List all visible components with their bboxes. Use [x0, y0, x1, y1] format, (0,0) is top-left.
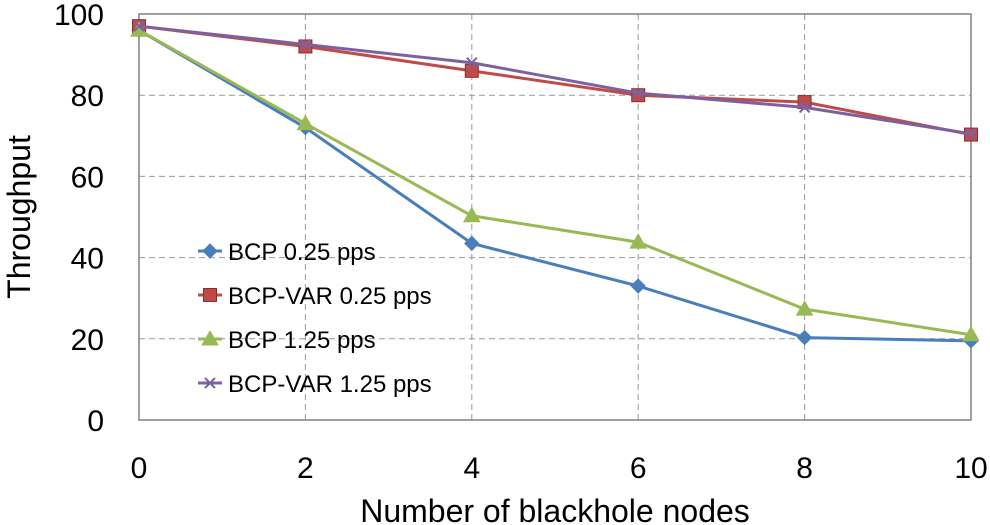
- legend: BCP 0.25 pps BCP-VAR 0.25 pps BCP 1.25 pps…: [198, 239, 432, 398]
- legend-marker: [201, 329, 219, 346]
- data-point: [466, 57, 478, 69]
- data-point: [796, 329, 813, 346]
- y-tick-label: 40: [71, 243, 104, 276]
- series-line: [138, 28, 972, 337]
- data-point: [629, 233, 648, 249]
- x-tick-label: 4: [463, 452, 480, 485]
- x-tick-label: 10: [954, 452, 987, 485]
- legend-label: BCP-VAR 0.25 pps: [228, 283, 432, 310]
- y-tick-label: 0: [87, 405, 104, 438]
- series-line: [138, 24, 972, 137]
- legend-label: BCP 1.25 pps: [228, 327, 376, 354]
- legend-item: BCP-VAR 1.25 pps: [198, 371, 432, 398]
- legend-marker: [204, 377, 216, 389]
- data-point: [965, 128, 977, 140]
- legend-item: BCP-VAR 0.25 pps: [198, 283, 432, 310]
- data-point: [632, 87, 644, 99]
- legend-item: BCP 1.25 pps: [198, 327, 376, 354]
- data-point: [464, 63, 479, 78]
- legend-marker: [202, 243, 218, 259]
- data-point: [133, 20, 145, 32]
- x-tick-labels: 0 2 4 6 8 10: [131, 452, 988, 485]
- y-tick-label: 20: [71, 324, 104, 357]
- y-tick-label: 100: [54, 0, 104, 32]
- legend-item: BCP 0.25 pps: [198, 239, 376, 266]
- legend-label: BCP-VAR 1.25 pps: [228, 371, 432, 398]
- y-tick-label: 80: [71, 80, 104, 113]
- series-line: [138, 28, 972, 343]
- data-point: [630, 278, 646, 294]
- data-point: [631, 88, 646, 103]
- series-line: [138, 24, 972, 136]
- gridlines: [139, 14, 971, 420]
- data-point: [962, 325, 980, 342]
- x-tick-label: 8: [796, 452, 813, 485]
- series-group: [130, 19, 980, 349]
- x-tick-label: 6: [630, 452, 647, 485]
- x-tick-label: 0: [131, 452, 148, 485]
- x-tick-label: 2: [297, 452, 314, 485]
- data-point: [798, 101, 811, 114]
- data-point: [299, 38, 312, 51]
- data-point: [462, 206, 481, 223]
- plot-area: [138, 13, 972, 421]
- series-bcp-1-25-pps: [130, 21, 980, 342]
- x-axis-label: Number of blackhole nodes: [360, 493, 750, 525]
- data-point: [795, 300, 814, 316]
- y-tick-labels: 0 20 40 60 80 100: [54, 0, 104, 438]
- y-tick-label: 60: [71, 161, 104, 194]
- series-bcp-var-1-25-pps: [133, 20, 977, 140]
- legend-label: BCP 0.25 pps: [228, 239, 376, 266]
- legend-marker: [203, 288, 217, 302]
- data-point: [296, 114, 315, 131]
- data-point: [298, 39, 313, 54]
- y-axis-label: Throughput: [1, 135, 37, 299]
- data-point: [464, 235, 480, 252]
